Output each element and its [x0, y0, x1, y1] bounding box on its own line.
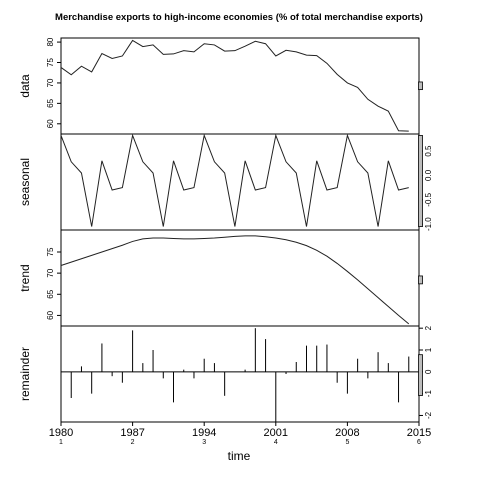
x-axis-label: time: [228, 449, 251, 463]
panel-label-seasonal: seasonal: [18, 158, 32, 206]
panel-frame: [60, 229, 420, 327]
y-tick-label: 0: [424, 369, 433, 374]
y-tick-label: 75: [46, 247, 55, 256]
series-line-seasonal: [60, 133, 409, 227]
y-tick-label: -2: [424, 411, 433, 419]
y-tick-label: 80: [46, 37, 55, 46]
y-tick-label: 0.5: [424, 145, 433, 157]
panel-remainder: -2 -1 0 1 2 remainder: [18, 325, 433, 423]
x-tick-period: 4: [274, 439, 278, 446]
chart-title: Merchandise exports to high-income econo…: [55, 12, 423, 23]
range-bar-remainder: [418, 354, 423, 396]
x-tick-period: 1: [59, 439, 63, 446]
y-tick-label: 1: [424, 347, 433, 352]
x-tick-label: 1994: [192, 427, 216, 439]
x-tick-label: 2001: [264, 427, 288, 439]
x-tick-label: 2015: [407, 427, 431, 439]
y-tick-label: 65: [46, 289, 55, 298]
y-tick-label: -1.0: [424, 217, 433, 231]
x-tick-label: 2008: [335, 427, 359, 439]
panel-label-trend: trend: [18, 264, 32, 291]
range-bar-seasonal: [418, 135, 423, 227]
panels-group: 60 65 70 75 80 data -1.0 -0.5 0.0 0.5 seasonal 60 65…: [18, 37, 433, 423]
y-tick-label: 60: [46, 119, 55, 128]
y-tick-label: 75: [46, 58, 55, 67]
y-tick-label: 0.0: [424, 169, 433, 181]
range-bar-trend: [418, 275, 423, 285]
y-tick-label: 70: [46, 78, 55, 87]
x-tick-label: 1980: [49, 427, 73, 439]
x-tick-period: 3: [202, 439, 206, 446]
x-tick-period: 5: [345, 439, 349, 446]
series-line-data: [60, 39, 409, 132]
panel-data: 60 65 70 75 80 data: [18, 37, 423, 135]
panel-label-data: data: [18, 74, 32, 98]
x-tick-period: 6: [417, 439, 421, 446]
panel-frame: [60, 133, 420, 231]
y-tick-label: -1: [424, 390, 433, 398]
panel-frame: [60, 325, 420, 423]
panel-frame: [60, 37, 420, 135]
y-tick-label: -0.5: [424, 192, 433, 206]
panel-label-remainder: remainder: [18, 347, 32, 401]
range-bar-data: [418, 81, 423, 91]
panel-seasonal: -1.0 -0.5 0.0 0.5 seasonal: [18, 133, 433, 231]
x-tick-label: 1987: [120, 427, 144, 439]
y-tick-label: 2: [424, 325, 433, 330]
y-tick-label: 70: [46, 268, 55, 277]
series-line-trend: [60, 235, 410, 325]
panel-trend: 60 65 70 75 trend: [18, 229, 423, 327]
x-tick-period: 2: [131, 439, 135, 446]
y-tick-label: 65: [46, 98, 55, 107]
y-tick-label: 60: [46, 310, 55, 319]
